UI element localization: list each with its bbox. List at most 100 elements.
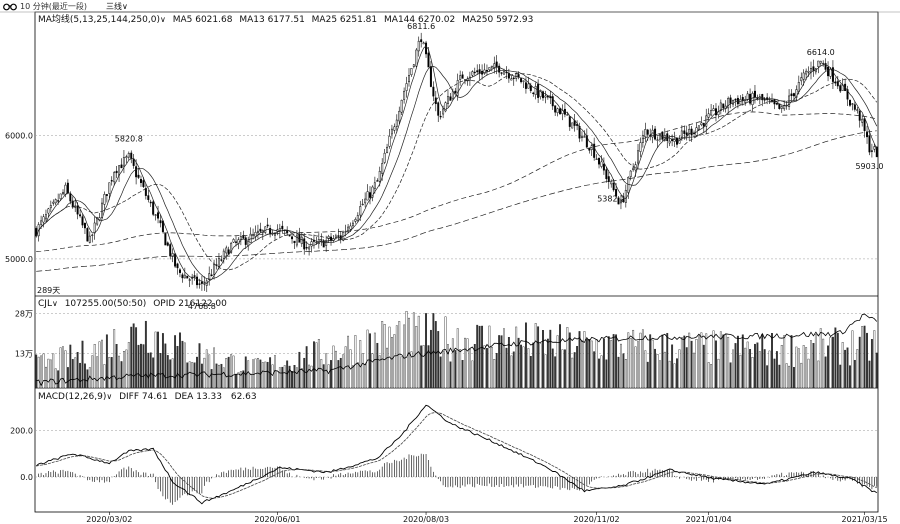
volume-bar xyxy=(249,373,252,389)
ma250-value: 5972.93 xyxy=(496,15,534,25)
chevron-down-icon[interactable]: ∨ xyxy=(122,2,128,11)
volume-bar xyxy=(486,348,488,389)
volume-bar xyxy=(831,336,834,389)
volume-bar xyxy=(115,344,118,389)
volume-bar xyxy=(512,351,515,389)
toolbar-title[interactable]: 10 分钟(最近一段) xyxy=(20,2,87,11)
candle-body xyxy=(807,70,810,73)
candle-body xyxy=(122,157,125,167)
volume-bar xyxy=(164,343,167,389)
line-menu[interactable]: 三线∨ xyxy=(106,1,128,12)
volume-bar xyxy=(741,334,744,389)
chevron-down-icon[interactable]: ∨ xyxy=(51,299,58,308)
macd-indicator-name[interactable]: MACD(12,26,9) xyxy=(38,392,107,402)
candle-body xyxy=(66,182,69,194)
candle-body xyxy=(57,200,60,202)
candle-body xyxy=(763,99,766,101)
volume-bar xyxy=(456,328,459,389)
volume-bar xyxy=(76,352,79,389)
candle-body xyxy=(629,170,632,177)
volume-bar xyxy=(215,363,218,389)
volume-bar xyxy=(517,337,520,389)
candle-body xyxy=(746,93,749,100)
candle-body xyxy=(154,214,157,216)
candle-body xyxy=(580,135,583,138)
candle-body xyxy=(337,235,340,237)
volume-bar xyxy=(442,350,445,389)
volume-bar xyxy=(464,337,466,389)
chevron-down-icon[interactable]: ∨ xyxy=(159,15,166,24)
candle-body xyxy=(583,136,586,138)
volume-bar xyxy=(478,325,481,389)
candle-body xyxy=(824,63,827,70)
volume-bar xyxy=(130,326,133,389)
candle-body xyxy=(298,233,301,243)
candle-body xyxy=(870,150,873,152)
candle-body xyxy=(827,66,830,77)
volume-bar xyxy=(471,360,474,389)
candle-body xyxy=(554,105,557,113)
candle-body xyxy=(425,42,428,55)
volume-bar xyxy=(532,342,535,389)
volume-bar xyxy=(602,338,605,389)
candle-body xyxy=(734,98,737,101)
volume-bar xyxy=(159,353,162,389)
candle-body xyxy=(334,235,337,238)
volume-bar xyxy=(702,344,705,389)
candle-body xyxy=(751,93,754,105)
candle-body xyxy=(705,115,708,127)
volume-bar xyxy=(74,357,77,389)
candle-body xyxy=(439,115,442,118)
volume-bar xyxy=(473,344,476,389)
candle-body xyxy=(93,222,96,234)
candle-body xyxy=(183,274,186,279)
candle-body xyxy=(639,142,642,152)
volume-bar xyxy=(361,353,364,389)
candle-body xyxy=(349,225,352,230)
candle-body xyxy=(685,132,688,136)
volume-bar xyxy=(378,355,381,389)
volume-bar xyxy=(120,361,123,389)
candle-body xyxy=(812,66,815,71)
volume-bar xyxy=(122,351,125,389)
candle-body xyxy=(157,212,160,219)
volume-bar xyxy=(337,360,340,389)
candle-body xyxy=(529,85,532,91)
candle-body xyxy=(244,237,247,245)
main-indicator-name[interactable]: MA均线(5,13,25,144,250,0) xyxy=(38,15,160,25)
opid-value: 216122.00 xyxy=(178,299,227,309)
volume-bar xyxy=(149,352,152,389)
volume-bar xyxy=(710,364,713,389)
volume-bar xyxy=(785,363,788,389)
chevron-down-icon[interactable]: ∨ xyxy=(106,392,113,401)
volume-bar xyxy=(174,335,177,389)
volume-bar xyxy=(332,345,335,389)
volume-indicator-name[interactable]: CJL xyxy=(38,299,52,309)
volume-bar xyxy=(724,334,727,389)
volume-bar xyxy=(271,364,274,389)
line-menu-label[interactable]: 三线 xyxy=(106,2,122,11)
candle-body xyxy=(524,82,527,89)
volume-bar xyxy=(846,347,849,389)
volume-bar xyxy=(546,338,549,389)
candle-body xyxy=(461,74,464,79)
candle-body xyxy=(595,158,598,160)
candle-body xyxy=(347,226,350,233)
binoculars-icon[interactable] xyxy=(3,3,17,11)
candle-body xyxy=(178,269,181,273)
candle-body xyxy=(551,96,554,107)
candle-body xyxy=(405,83,408,91)
candle-body xyxy=(719,102,722,111)
candle-body xyxy=(142,180,145,187)
volume-bar xyxy=(242,370,245,389)
volume-bar xyxy=(807,358,810,389)
volume-bar xyxy=(556,335,559,389)
candle-body xyxy=(291,236,294,240)
volume-bar xyxy=(739,354,742,389)
candle-body xyxy=(176,263,179,269)
candle-body xyxy=(839,85,842,92)
candle-body xyxy=(456,80,459,96)
volume-bar xyxy=(853,359,856,389)
price-annotation: 6614.0 xyxy=(807,48,835,57)
